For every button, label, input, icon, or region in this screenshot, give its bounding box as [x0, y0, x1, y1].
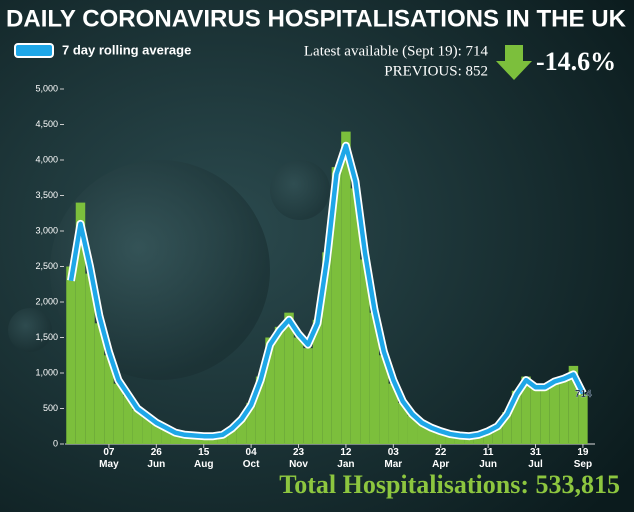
bar — [435, 431, 446, 444]
bar — [322, 252, 332, 444]
legend-label: 7 day rolling average — [62, 42, 191, 57]
latest-note: Latest available (Sept 19): 714 — [304, 43, 489, 59]
x-tick-label: 11 Jun — [479, 447, 497, 470]
bar — [274, 326, 285, 444]
bar — [312, 319, 323, 444]
bar — [227, 427, 237, 444]
bar — [398, 402, 408, 444]
x-tick-label: 31 Jul — [528, 447, 543, 470]
y-tick-label: 5,000 — [35, 83, 58, 93]
bar — [530, 388, 541, 444]
line — [68, 143, 585, 439]
bar — [407, 415, 418, 444]
bar — [198, 436, 209, 444]
bar — [85, 273, 95, 444]
bar — [360, 259, 370, 444]
x-tick-label: 03 Mar — [384, 447, 403, 470]
bar — [341, 131, 351, 444]
bar — [170, 433, 181, 444]
bar — [189, 435, 199, 444]
data-label: 714 — [575, 389, 592, 400]
bar — [540, 385, 550, 444]
bar — [350, 188, 361, 444]
bar — [426, 428, 436, 444]
y-tick-label: 4,500 — [35, 119, 58, 129]
bar — [511, 390, 522, 444]
bar — [151, 423, 162, 444]
y-tick-label: 500 — [43, 403, 58, 413]
previous-note: PREVIOUS: 852 — [384, 63, 488, 79]
bar — [180, 435, 190, 444]
bar — [236, 418, 247, 444]
bar — [303, 348, 313, 444]
bar — [417, 423, 427, 444]
bar — [559, 376, 569, 444]
legend-swatch — [14, 43, 54, 58]
x-tick-label: 22 Apr — [432, 447, 450, 470]
bar — [473, 435, 484, 444]
bar — [445, 434, 455, 444]
bar — [483, 430, 493, 444]
bar — [142, 417, 152, 444]
y-tick-label: 1,500 — [35, 332, 58, 342]
change-note: -14.6% — [536, 47, 616, 76]
bar — [454, 436, 465, 444]
y-tick-label: 1,000 — [35, 367, 58, 377]
x-tick-label: 23 Nov — [289, 447, 308, 470]
bar — [265, 337, 275, 444]
bar — [123, 395, 133, 444]
bar — [75, 202, 86, 444]
x-tick-label: 26 Jun — [147, 447, 166, 470]
virus-decoration — [270, 160, 330, 220]
y-tick-label: 4,000 — [35, 154, 58, 164]
bar — [369, 312, 380, 444]
bar — [568, 365, 579, 444]
x-tick-label: 07 May — [99, 447, 119, 470]
y-tick-label: 0 — [53, 438, 58, 448]
bar — [388, 383, 399, 444]
bar — [113, 383, 124, 444]
bar — [293, 337, 304, 444]
y-tick-label: 2,500 — [35, 261, 58, 271]
bar — [521, 376, 531, 444]
bar — [161, 428, 171, 444]
y-tick-label: 2,000 — [35, 296, 58, 306]
bar — [246, 402, 256, 444]
x-tick-label: 12 Jan — [337, 447, 355, 470]
y-tick-label: 3,000 — [35, 225, 58, 235]
bar — [331, 167, 342, 444]
bar — [464, 436, 474, 444]
bar — [255, 376, 266, 444]
y-tick-label: 3,500 — [35, 190, 58, 200]
bar — [132, 409, 143, 444]
bar — [502, 412, 512, 444]
bar — [94, 323, 105, 444]
bar — [104, 355, 114, 444]
bar — [217, 435, 228, 444]
bar — [549, 380, 560, 444]
bar — [379, 355, 389, 444]
bar — [578, 394, 588, 444]
down-arrow — [496, 45, 532, 80]
bar — [66, 266, 76, 444]
x-tick-label: 15 Aug — [193, 447, 214, 470]
total-note: Total Hospitalisations: 533,815 — [279, 470, 620, 499]
chart-title: DAILY CORONAVIRUS HOSPITALISATIONS IN TH… — [6, 5, 627, 32]
bar — [284, 312, 294, 444]
bar — [492, 425, 503, 444]
x-tick-label: 04 Oct — [242, 447, 260, 470]
virus-decoration — [8, 308, 52, 352]
x-tick-label: 19 Sep — [573, 447, 593, 470]
bar — [208, 436, 218, 444]
